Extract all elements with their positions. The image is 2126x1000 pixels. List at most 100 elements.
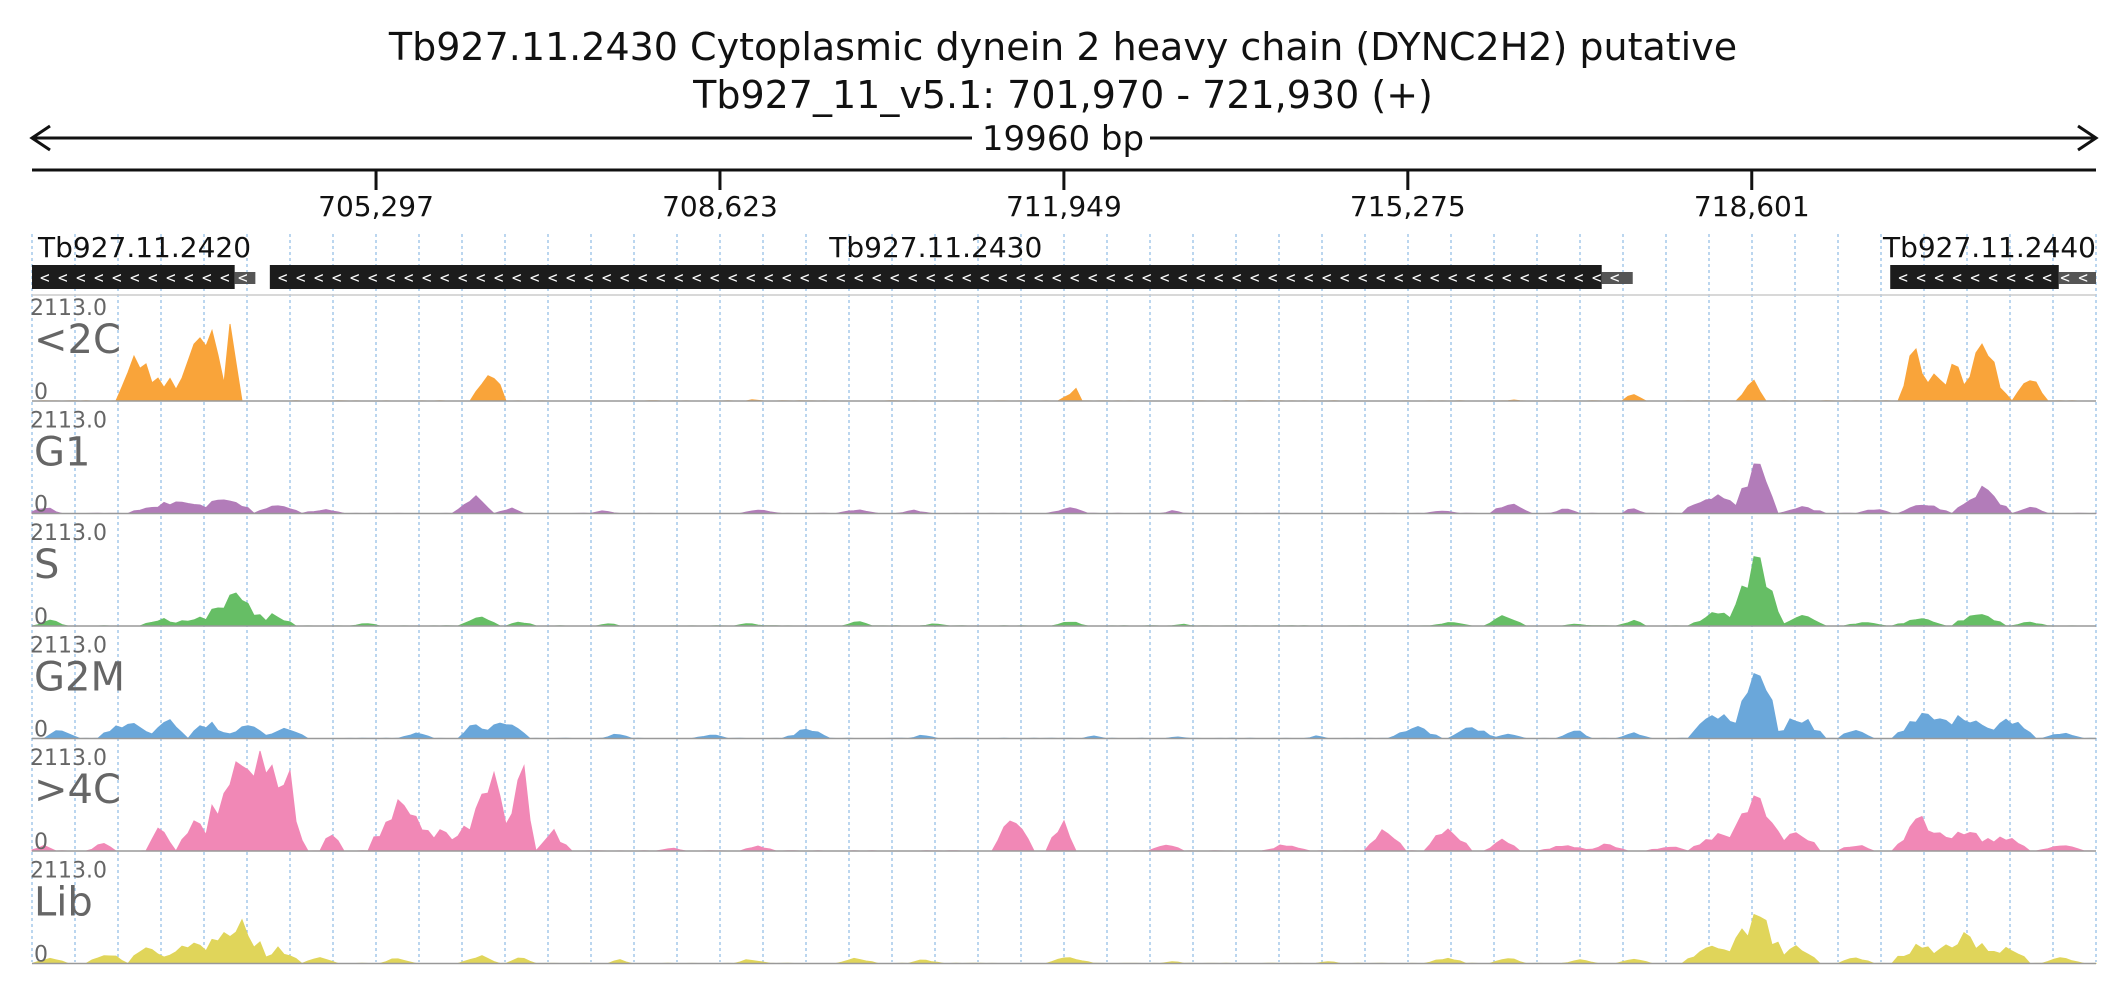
gene-utr (2058, 272, 2096, 284)
strand-chevron: < (728, 268, 738, 287)
strand-chevron: < (566, 268, 576, 287)
track-name-label: G1 (34, 430, 90, 476)
strand-chevron: < (58, 268, 68, 287)
track-max-label: 2113.0 (30, 409, 107, 434)
strand-chevron: < (1106, 268, 1116, 287)
coverage-tracks: 2113.00<2C2113.00G12113.00S2113.00G2M211… (30, 296, 2097, 968)
x-tick-label: 708,623 (662, 190, 778, 223)
strand-chevron: < (638, 268, 648, 287)
strand-chevron: < (1556, 268, 1566, 287)
strand-chevron: < (350, 268, 360, 287)
strand-chevron: < (944, 268, 954, 287)
strand-chevron: < (1970, 268, 1980, 287)
strand-chevron: < (1250, 268, 1260, 287)
track-min-label: 0 (34, 943, 48, 968)
strand-chevron: < (220, 268, 230, 287)
strand-chevron: < (854, 268, 864, 287)
strand-chevron: < (2060, 268, 2070, 287)
strand-chevron: < (1304, 268, 1314, 287)
track-max-label: 2113.0 (30, 634, 107, 659)
strand-chevron: < (800, 268, 810, 287)
coverage-track: 2113.0 0 Lib (30, 859, 2097, 968)
x-tick-label: 718,601 (1694, 190, 1810, 223)
strand-chevron: < (836, 268, 846, 287)
gene-label: Tb927.11.2420 (37, 231, 251, 264)
strand-chevron: < (1196, 268, 1206, 287)
track-min-label: 0 (34, 830, 48, 855)
strand-chevron: < (2078, 268, 2088, 287)
strand-chevron: < (1520, 268, 1530, 287)
strand-chevron: < (1322, 268, 1332, 287)
strand-chevron: < (692, 268, 702, 287)
strand-chevron: < (1232, 268, 1242, 287)
strand-chevron: < (1052, 268, 1062, 287)
gene-model: < < < < < < < < < < < < < < < < < < < < < < < < < < < < < < < < < < < < < < < <… (269, 231, 1633, 289)
gene-cds (1890, 265, 2059, 289)
strand-chevron: < (764, 268, 774, 287)
strand-chevron: < (926, 268, 936, 287)
track-min-label: 0 (34, 718, 48, 743)
strand-chevron: < (890, 268, 900, 287)
strand-chevron: < (1178, 268, 1188, 287)
span-arrowhead-right (2077, 124, 2099, 152)
track-name-label: <2C (34, 317, 121, 363)
strand-chevron: < (1034, 268, 1044, 287)
strand-chevron: < (1988, 268, 1998, 287)
strand-chevron: < (76, 268, 86, 287)
strand-chevron: < (1916, 268, 1926, 287)
strand-chevron: < (530, 268, 540, 287)
strand-chevron: < (1088, 268, 1098, 287)
strand-chevron: < (1934, 268, 1944, 287)
strand-chevron: < (2042, 268, 2052, 287)
track-min-label: 0 (34, 380, 48, 405)
chart-title: Tb927.11.2430 Cytoplasmic dynein 2 heavy… (388, 25, 1737, 69)
gene-utr (1601, 272, 1633, 284)
strand-chevron: < (130, 268, 140, 287)
track-name-label: Lib (34, 880, 93, 926)
strand-chevron: < (1376, 268, 1386, 287)
strand-chevron: < (818, 268, 828, 287)
strand-chevron: < (980, 268, 990, 287)
strand-chevron: < (184, 268, 194, 287)
strand-chevrons: < < < < < < < < < < < (1898, 268, 2088, 287)
strand-chevron: < (584, 268, 594, 287)
x-tick-label: 705,297 (318, 190, 434, 223)
gene-cds (269, 265, 1602, 289)
gridlines (31, 234, 2097, 962)
strand-chevron: < (1574, 268, 1584, 287)
strand-chevron: < (238, 268, 248, 287)
track-min-label: 0 (34, 605, 48, 630)
strand-chevron: < (1610, 268, 1620, 287)
strand-chevron: < (1412, 268, 1422, 287)
span-arrowhead-left (29, 124, 51, 152)
strand-chevron: < (422, 268, 432, 287)
strand-chevron: < (710, 268, 720, 287)
track-name-label: >4C (34, 767, 121, 813)
strand-chevron: < (440, 268, 450, 287)
track-max-label: 2113.0 (30, 746, 107, 771)
span-length-label: 19960 bp (982, 119, 1144, 159)
track-max-label: 2113.0 (30, 859, 107, 884)
x-tick-label: 715,275 (1350, 190, 1466, 223)
strand-chevron: < (202, 268, 212, 287)
strand-chevrons: < < < < < < < < < < < < (40, 268, 248, 287)
strand-chevron: < (1952, 268, 1962, 287)
strand-chevron: < (2006, 268, 2016, 287)
strand-chevron: < (1898, 268, 1908, 287)
strand-chevron: < (1466, 268, 1476, 287)
coverage-area (31, 750, 2097, 852)
coverage-track: 2113.0 0 G2M (30, 634, 2097, 743)
strand-chevron: < (1214, 268, 1224, 287)
coverage-track: 2113.0 0 G1 (30, 409, 2097, 518)
strand-chevron: < (872, 268, 882, 287)
strand-chevron: < (1286, 268, 1296, 287)
strand-chevron: < (1340, 268, 1350, 287)
strand-chevron: < (2024, 268, 2034, 287)
strand-chevron: < (1430, 268, 1440, 287)
gene-model: < < < < < < < < < < < Tb927.11.2440 (1882, 231, 2096, 289)
gene-label: Tb927.11.2440 (1882, 231, 2096, 264)
strand-chevron: < (404, 268, 414, 287)
coverage-area (31, 556, 2096, 627)
strand-chevron: < (908, 268, 918, 287)
gene-cds (32, 265, 235, 289)
